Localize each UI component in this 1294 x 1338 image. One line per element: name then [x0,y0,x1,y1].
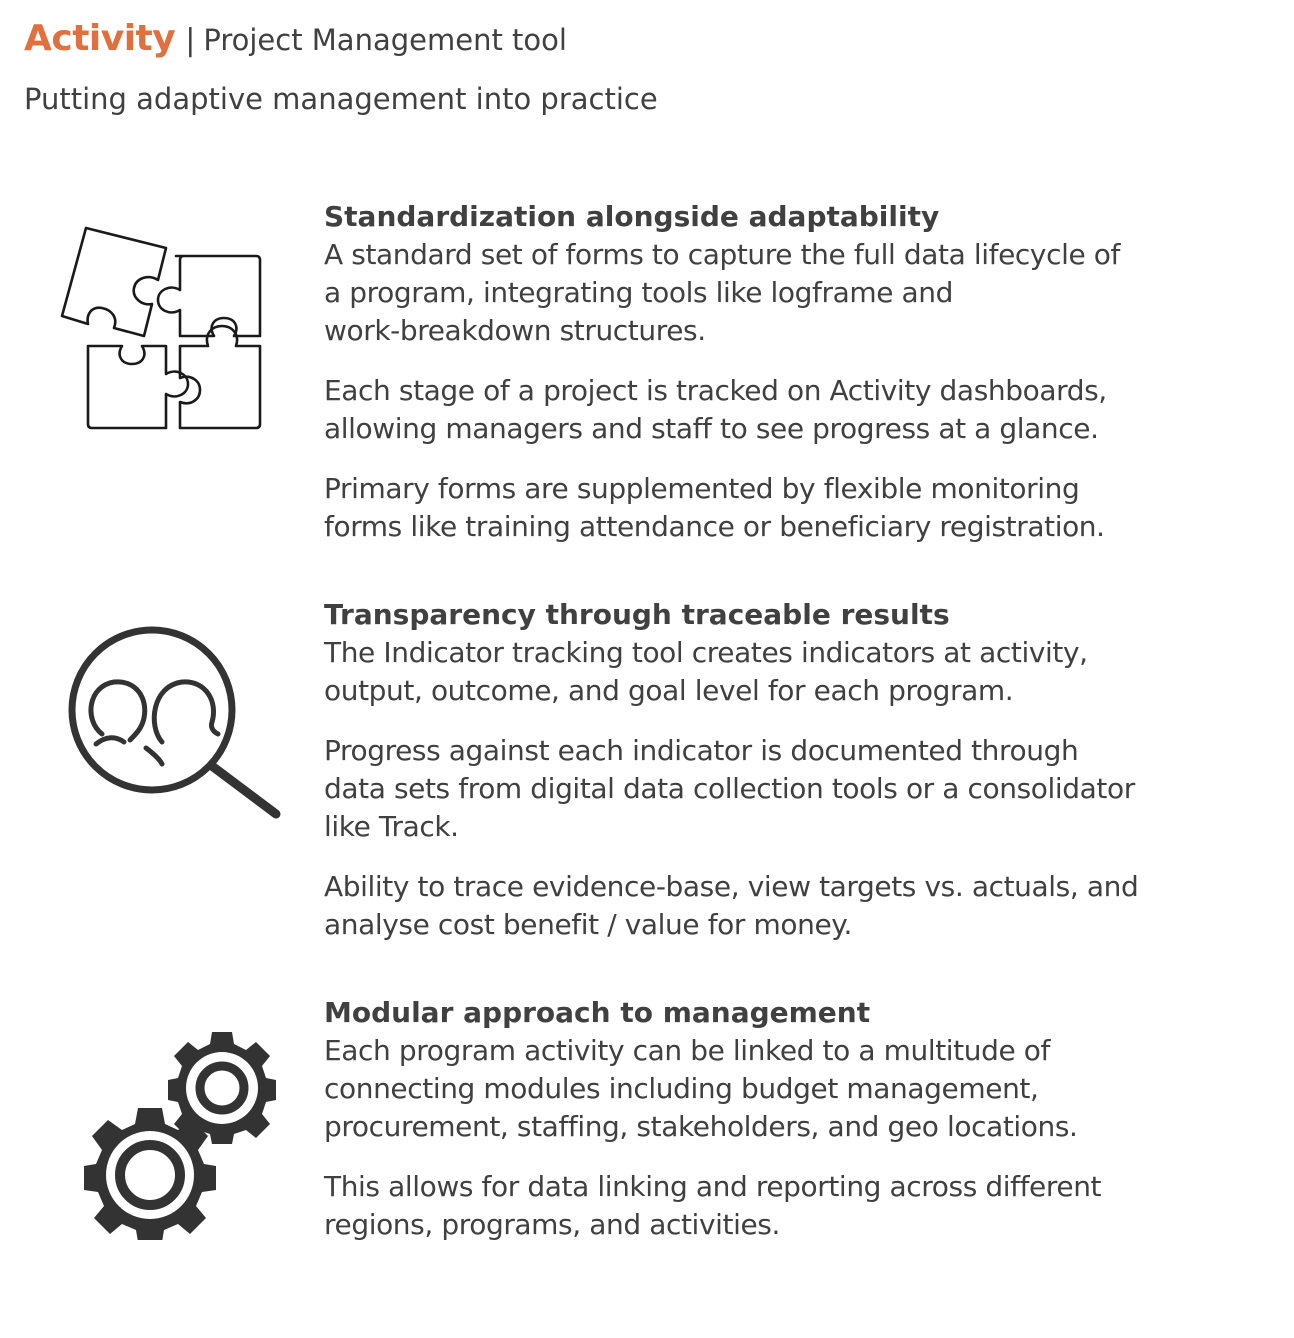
title-separator: | [185,23,196,58]
section-paragraph: A standard set of forms to capture the f… [324,238,1120,347]
section-title: Transparency through traceable results [324,598,950,631]
section-title: Standardization alongside adaptability [324,200,940,233]
section-paragraph: Each stage of a project is tracked on Ac… [324,374,1107,445]
section-paragraph: Each program activity can be linked to a… [324,1034,1078,1143]
tagline: Putting adaptive management into practic… [24,82,658,116]
gears-icon [80,1030,280,1240]
section-transparency-text: Transparency through traceable results T… [324,596,1254,966]
puzzle-icon [58,222,268,434]
magnifier-people-icon [66,624,286,824]
section-paragraph: The Indicator tracking tool creates indi… [324,636,1088,707]
section-standardization-text: Standardization alongside adaptability A… [324,198,1254,568]
page-header: Activity | Project Management tool [24,18,567,59]
section-paragraph: This allows for data linking and reporti… [324,1170,1102,1241]
product-name: Project Management tool [203,23,567,57]
section-paragraph: Progress against each indicator is docum… [324,734,1135,843]
section-paragraph: Ability to trace evidence-base, view tar… [324,870,1139,941]
brand-name: Activity [24,18,176,59]
section-modular-text: Modular approach to management Each prog… [324,994,1254,1266]
section-paragraph: Primary forms are supplemented by flexib… [324,472,1105,543]
section-title: Modular approach to management [324,996,871,1029]
